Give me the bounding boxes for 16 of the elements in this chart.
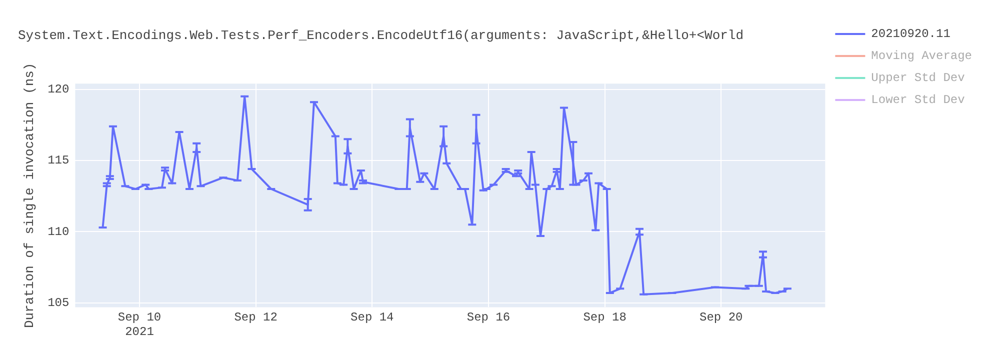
chart-title: System.Text.Encodings.Web.Tests.Perf_Encoders.EncodeUtf16(arguments: JavaScript,&Hello+<World	[18, 28, 744, 44]
y-tick-label: 110	[48, 224, 70, 239]
legend-label: 20210920.11	[871, 27, 950, 42]
x-tick-label: Sep 14	[350, 310, 394, 325]
x-tick-label: Sep 16	[466, 310, 510, 325]
legend-label: Upper Std Dev	[871, 71, 965, 86]
y-tick-label: 115	[48, 154, 70, 168]
y-axis-title: Duration of single invocation (ns)	[22, 62, 38, 328]
legend-label: Moving Average	[871, 49, 972, 64]
x-tick-label: Sep 10 2021	[118, 310, 162, 339]
y-tick-label: 105	[48, 296, 70, 310]
y-tick-label: 120	[48, 82, 70, 96]
legend-label: Lower Std Dev	[871, 93, 965, 108]
x-tick-label: Sep 12	[234, 310, 278, 325]
x-tick-label: Sep 20	[700, 310, 743, 325]
x-tick-label: Sep 18	[583, 310, 626, 325]
